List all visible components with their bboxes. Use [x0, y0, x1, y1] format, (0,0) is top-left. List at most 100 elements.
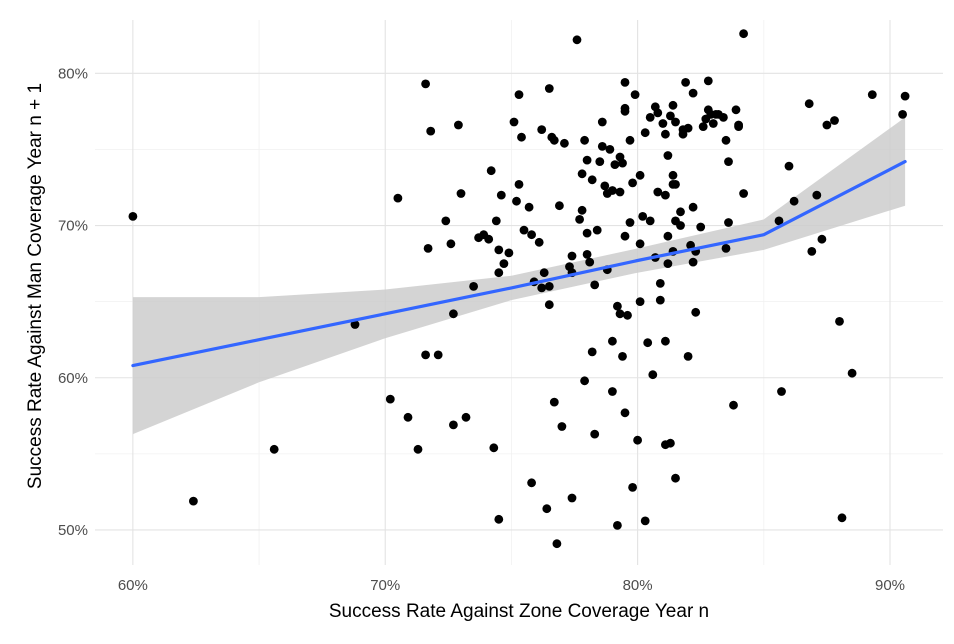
- data-point: [847, 368, 857, 378]
- data-point: [777, 387, 786, 396]
- data-point: [494, 514, 504, 524]
- data-point: [807, 247, 817, 256]
- x-tick-label: 80%: [623, 577, 653, 594]
- data-point: [784, 161, 794, 171]
- data-point: [734, 122, 743, 131]
- data-point: [484, 234, 494, 244]
- data-point: [549, 135, 559, 145]
- data-point: [608, 186, 617, 195]
- data-point: [580, 376, 589, 386]
- confidence-band: [132, 117, 906, 435]
- data-point: [789, 196, 799, 206]
- data-point: [655, 279, 665, 288]
- data-point: [496, 190, 506, 200]
- data-point: [638, 212, 648, 221]
- data-point: [817, 234, 827, 244]
- x-tick-label: 60%: [118, 577, 148, 594]
- data-point: [555, 201, 564, 211]
- data-point: [433, 350, 443, 360]
- data-point: [721, 244, 731, 253]
- regression-line: [131, 160, 907, 368]
- data-point: [625, 135, 635, 145]
- data-point: [577, 169, 587, 179]
- data-point: [512, 196, 521, 206]
- data-point: [608, 387, 617, 396]
- data-point: [708, 119, 718, 128]
- data-point: [585, 257, 595, 267]
- data-point: [900, 91, 910, 101]
- data-point: [517, 132, 526, 142]
- data-point: [590, 429, 600, 439]
- data-point: [666, 111, 675, 121]
- data-point: [587, 347, 597, 357]
- data-point: [620, 408, 630, 418]
- data-point: [590, 280, 600, 290]
- data-point: [683, 352, 693, 361]
- data-point: [385, 394, 395, 404]
- data-point: [189, 496, 198, 506]
- data-point: [605, 145, 615, 154]
- data-point: [688, 88, 698, 98]
- data-point: [582, 155, 592, 165]
- data-point: [461, 412, 471, 422]
- data-point: [721, 135, 731, 145]
- data-point: [620, 103, 630, 113]
- data-point: [595, 157, 605, 167]
- data-point: [625, 218, 635, 227]
- data-point: [534, 237, 544, 247]
- data-point: [661, 129, 670, 139]
- data-point: [509, 117, 519, 127]
- data-point: [691, 307, 701, 317]
- data-points: [128, 29, 910, 549]
- y-tick-label: 70%: [58, 218, 88, 235]
- data-point: [724, 218, 733, 227]
- data-point: [663, 231, 673, 241]
- data-point: [830, 116, 839, 125]
- data-point: [580, 135, 589, 145]
- data-point: [491, 216, 501, 226]
- data-point: [575, 215, 584, 224]
- data-point: [582, 250, 592, 259]
- data-point: [567, 251, 577, 261]
- data-point: [640, 516, 650, 526]
- data-point: [608, 336, 617, 346]
- data-point: [494, 268, 504, 278]
- data-point: [514, 180, 524, 189]
- y-tick-label: 50%: [58, 522, 88, 539]
- data-point: [549, 397, 559, 407]
- y-axis-tick-labels: 50% 60% 70% 80%: [58, 65, 88, 539]
- data-point: [469, 282, 478, 291]
- data-point: [628, 178, 637, 188]
- data-point: [630, 90, 640, 99]
- data-point: [653, 108, 663, 118]
- data-point: [719, 113, 728, 122]
- data-point: [729, 400, 738, 410]
- data-point: [658, 119, 668, 128]
- data-point: [486, 166, 496, 176]
- data-point: [499, 259, 509, 268]
- data-point: [514, 90, 524, 99]
- data-point: [731, 105, 741, 115]
- data-point: [413, 444, 423, 454]
- data-point: [587, 175, 597, 185]
- data-point: [449, 309, 458, 319]
- data-point: [426, 126, 436, 136]
- data-point: [724, 157, 733, 167]
- data-point: [456, 189, 466, 198]
- data-point: [592, 225, 602, 235]
- data-point: [633, 435, 642, 445]
- data-point: [403, 412, 413, 422]
- data-point: [804, 99, 814, 109]
- data-point: [600, 181, 610, 191]
- data-point: [494, 245, 504, 255]
- data-point: [668, 100, 678, 110]
- data-point: [557, 422, 567, 431]
- data-point: [698, 122, 708, 131]
- data-point: [663, 259, 673, 268]
- data-point: [572, 35, 582, 45]
- data-point: [655, 295, 665, 305]
- data-point: [454, 120, 463, 130]
- data-point: [671, 473, 680, 483]
- x-axis-tick-labels: 60% 70% 80% 90%: [118, 577, 905, 594]
